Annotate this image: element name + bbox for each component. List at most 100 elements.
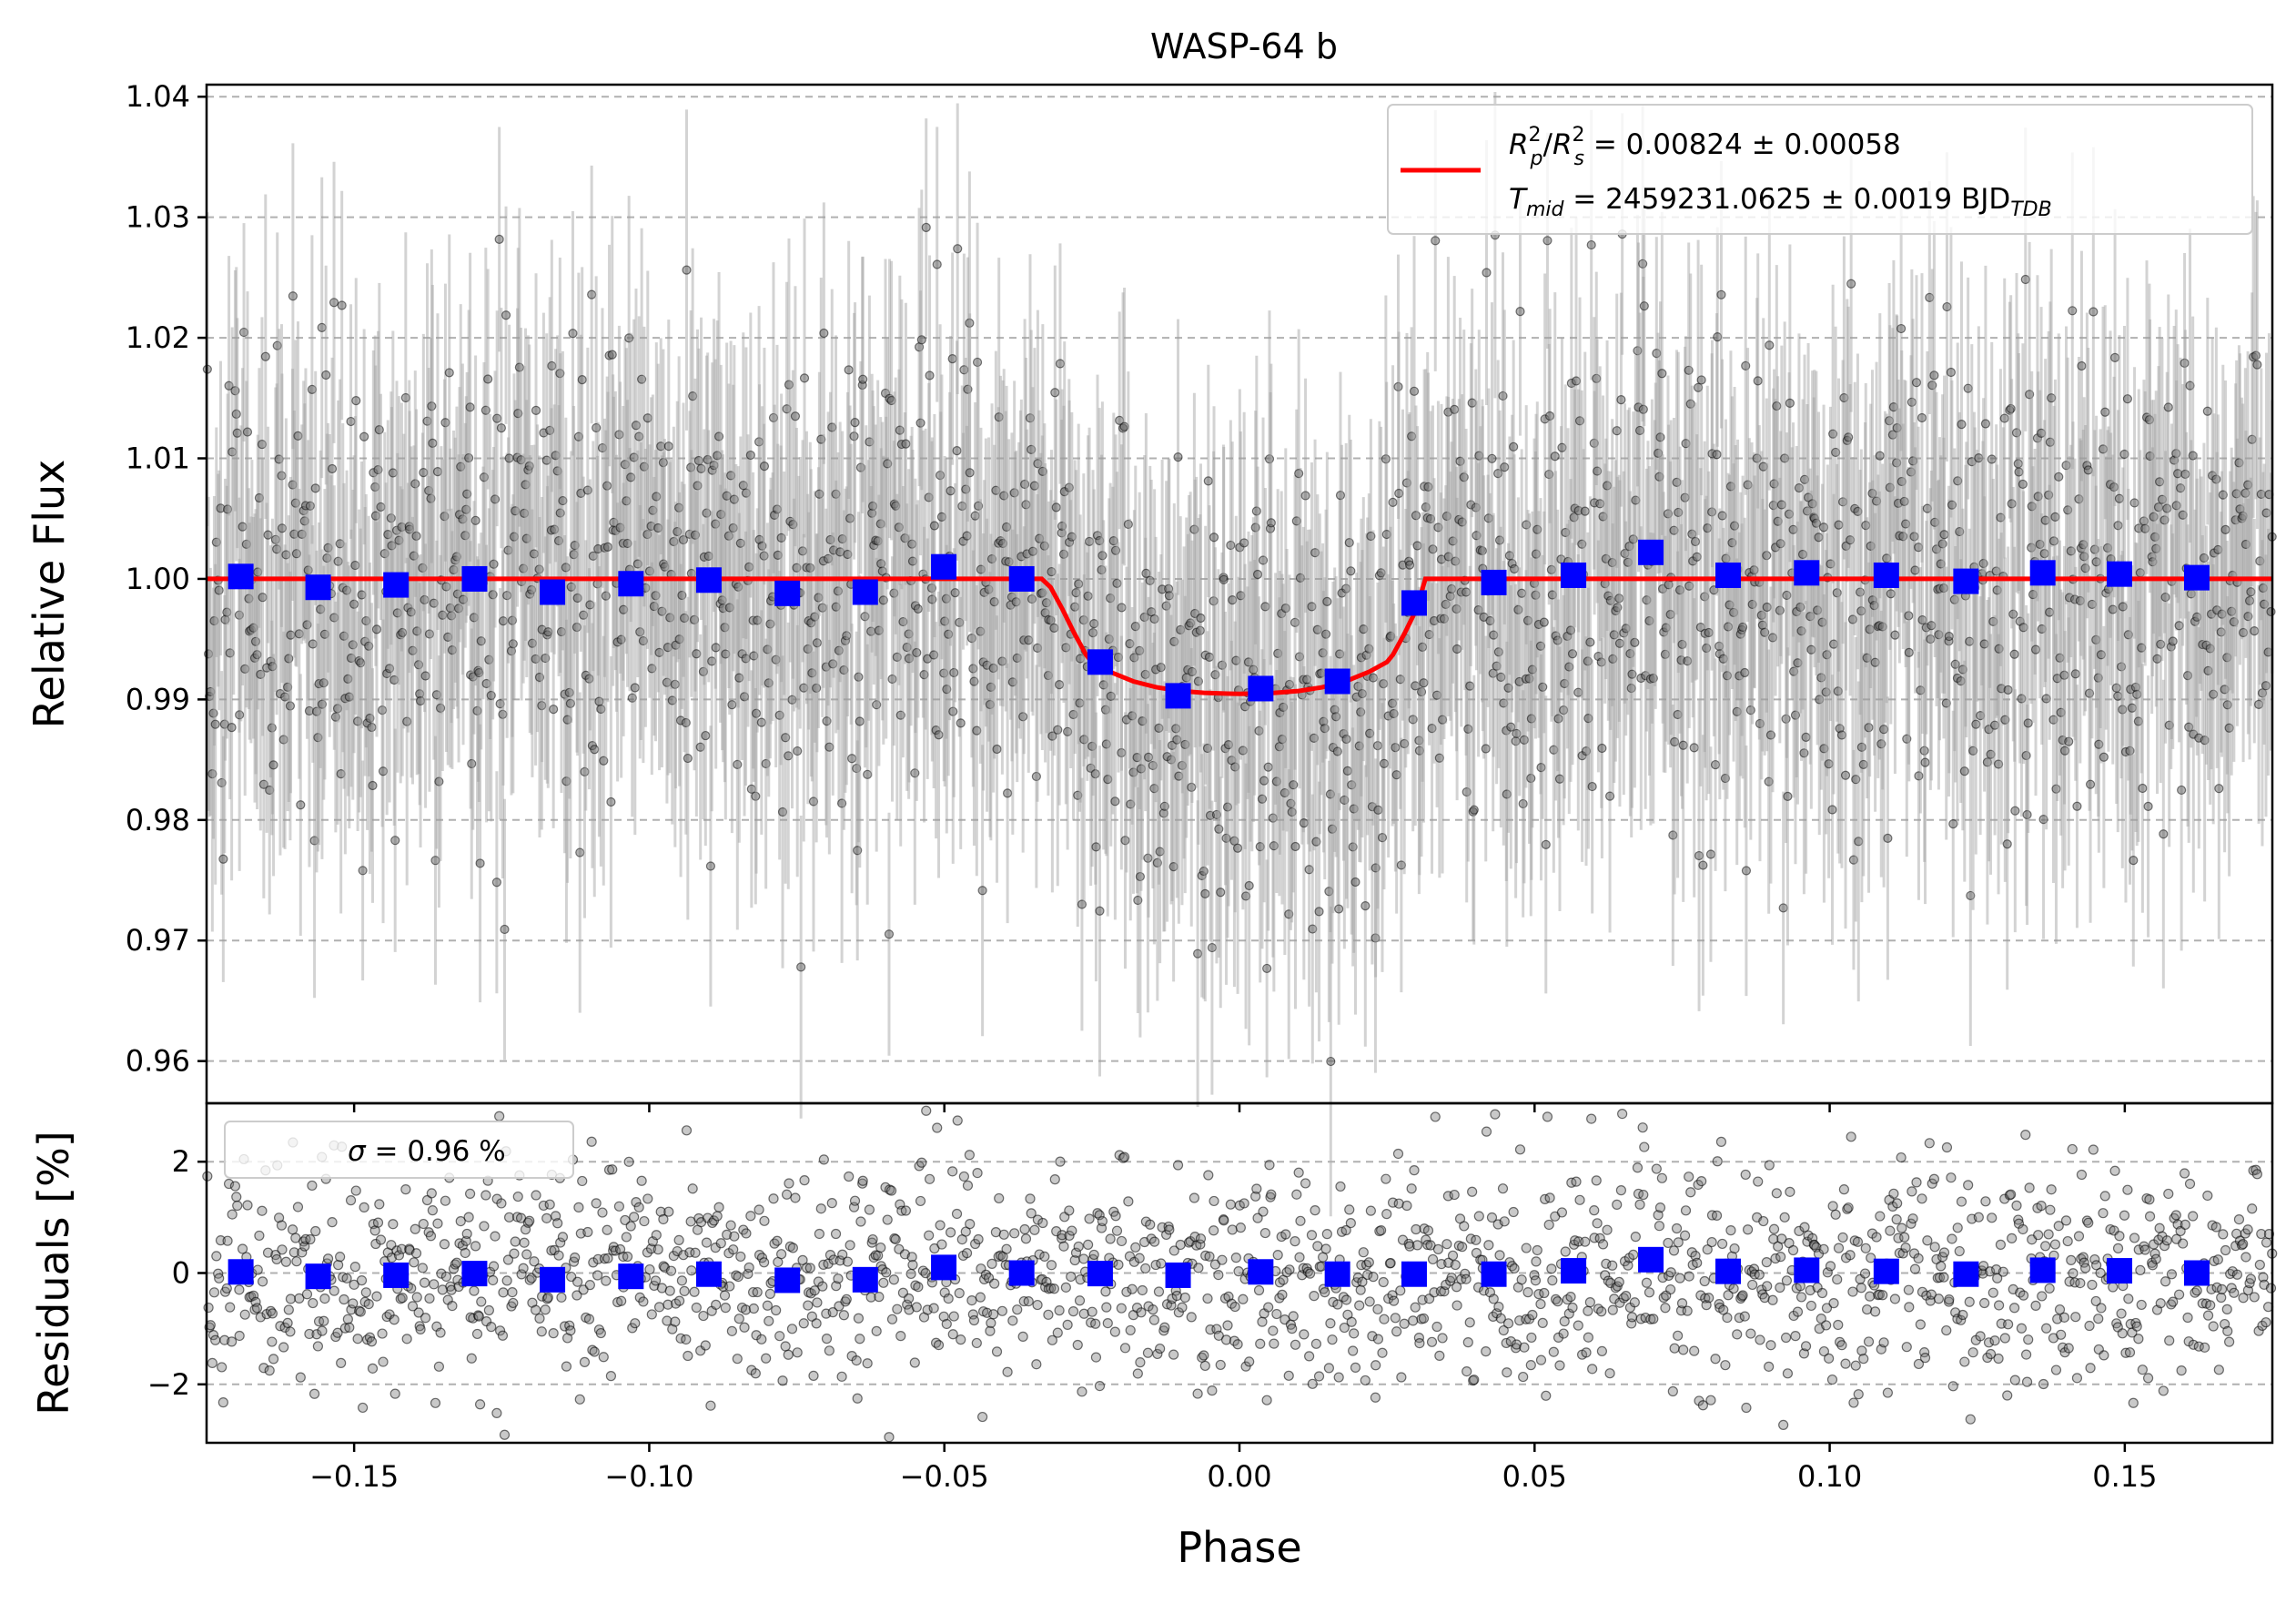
flux-data-point bbox=[1785, 398, 1795, 408]
residual-point bbox=[1956, 1196, 1967, 1207]
flux-data-point bbox=[288, 480, 298, 490]
flux-data-point bbox=[1264, 454, 1275, 464]
flux-data-point bbox=[1784, 509, 1795, 519]
residual-point bbox=[986, 1258, 997, 1269]
residual-point bbox=[784, 1178, 794, 1189]
residual-point bbox=[335, 1252, 346, 1263]
flux-data-point bbox=[745, 450, 755, 461]
residual-point bbox=[1629, 1297, 1640, 1308]
flux-data-point bbox=[547, 360, 557, 371]
residual-point bbox=[2030, 1300, 2041, 1311]
residual-point bbox=[282, 1317, 293, 1329]
residual-point bbox=[994, 1192, 1005, 1204]
residual-point bbox=[2021, 1349, 2032, 1360]
flux-data-point bbox=[411, 531, 421, 542]
flux-data-point bbox=[1051, 502, 1061, 512]
residual-point bbox=[499, 1429, 511, 1440]
flux-data-point bbox=[1506, 722, 1516, 732]
flux-data-point bbox=[2068, 306, 2078, 316]
residual-point bbox=[542, 1292, 553, 1303]
residual-point bbox=[264, 1365, 275, 1376]
flux-data-point bbox=[428, 438, 438, 448]
flux-data-point bbox=[1627, 669, 1637, 679]
flux-data-point bbox=[1797, 549, 1808, 560]
flux-data-point bbox=[268, 662, 278, 672]
residual-point bbox=[1856, 1283, 1866, 1294]
residual-point bbox=[833, 1273, 844, 1284]
flux-data-point bbox=[1091, 842, 1101, 852]
residual-point bbox=[754, 1204, 764, 1215]
flux-data-point bbox=[652, 492, 662, 502]
residual-point bbox=[512, 1191, 523, 1202]
flux-data-point bbox=[936, 512, 947, 522]
flux-data-point bbox=[665, 613, 675, 623]
flux-data-point bbox=[1941, 698, 1951, 708]
flux-data-point bbox=[2059, 670, 2069, 680]
flux-data-point bbox=[1971, 719, 1981, 729]
residual-point bbox=[307, 1180, 318, 1192]
flux-data-point bbox=[749, 651, 759, 661]
residual-point bbox=[530, 1304, 541, 1315]
flux-data-point bbox=[304, 705, 315, 716]
flux-data-point bbox=[1574, 416, 1585, 426]
flux-data-point bbox=[1925, 292, 1935, 302]
flux-data-point bbox=[1180, 739, 1190, 750]
residual-point bbox=[986, 1317, 996, 1329]
residual-point bbox=[1634, 1199, 1645, 1210]
flux-data-point bbox=[464, 452, 474, 463]
flux-data-point bbox=[799, 683, 809, 693]
flux-data-point bbox=[2028, 589, 2038, 600]
residual-point bbox=[1911, 1177, 1922, 1188]
flux-data-point bbox=[291, 549, 302, 559]
flux-data-point bbox=[298, 505, 308, 516]
flux-data-point bbox=[1566, 378, 1576, 389]
flux-data-point bbox=[1531, 590, 1541, 600]
flux-data-point bbox=[2039, 549, 2049, 559]
flux-data-point bbox=[875, 519, 885, 529]
flux-data-point bbox=[1391, 770, 1401, 780]
residual-point bbox=[377, 1328, 388, 1339]
flux-data-point bbox=[1633, 346, 1643, 356]
flux-data-point bbox=[946, 486, 956, 496]
flux-data-point bbox=[924, 492, 934, 502]
flux-data-point bbox=[1289, 780, 1299, 790]
residual-point bbox=[1125, 1324, 1136, 1336]
residual-point bbox=[1052, 1327, 1063, 1338]
residual-point bbox=[1378, 1276, 1389, 1288]
flux-data-point bbox=[2064, 593, 2075, 603]
flux-data-point bbox=[1533, 619, 1544, 630]
flux-data-point bbox=[1019, 479, 1030, 490]
flux-data-point bbox=[962, 531, 972, 541]
residual-point bbox=[842, 1256, 854, 1267]
flux-data-point bbox=[1309, 733, 1320, 744]
residual-point bbox=[231, 1192, 242, 1202]
residual-point bbox=[853, 1313, 865, 1324]
flux-data-point bbox=[1684, 365, 1694, 375]
flux-data-point bbox=[1654, 448, 1664, 458]
residual-point bbox=[1596, 1306, 1607, 1317]
residual-point bbox=[1508, 1206, 1519, 1218]
residual-point bbox=[1621, 1291, 1632, 1302]
flux-data-point bbox=[597, 442, 608, 453]
residual-point bbox=[1494, 1250, 1505, 1261]
residual-point bbox=[928, 1303, 939, 1314]
residual-point bbox=[461, 1228, 472, 1240]
residual-point bbox=[824, 1345, 834, 1356]
residual-point bbox=[1896, 1152, 1907, 1163]
residual-point bbox=[1136, 1307, 1147, 1318]
flux-data-point bbox=[1228, 595, 1238, 605]
flux-data-point bbox=[387, 541, 397, 551]
flux-data-point bbox=[1055, 679, 1065, 690]
flux-data-point bbox=[227, 723, 237, 733]
flux-data-point bbox=[1236, 591, 1246, 601]
flux-data-point bbox=[260, 351, 270, 361]
flux-data-point bbox=[319, 678, 329, 688]
residual-point bbox=[733, 1271, 743, 1283]
residual-point bbox=[1832, 1273, 1843, 1285]
flux-data-point bbox=[1441, 599, 1451, 610]
residual-point bbox=[308, 1388, 320, 1399]
flux-data-point bbox=[230, 386, 240, 396]
flux-data-point bbox=[1057, 521, 1067, 532]
flux-data-point bbox=[1596, 657, 1606, 667]
residual-point bbox=[1917, 1193, 1927, 1204]
